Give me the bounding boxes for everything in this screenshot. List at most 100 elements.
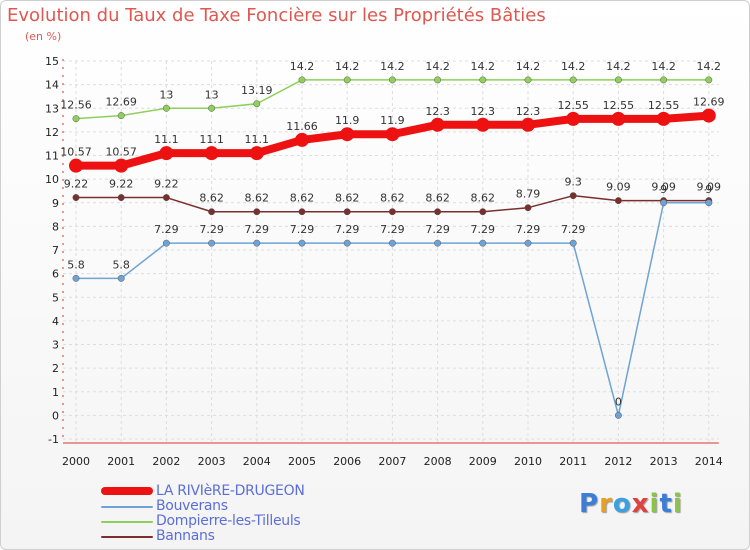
series-bannans [72,192,713,216]
data-label-2-8: 7.29 [425,223,450,236]
y-tick-label-8: 7 [52,244,59,257]
data-point-1-5 [298,208,306,216]
data-point-2-12 [614,411,622,419]
data-label-3-12: 12.55 [603,99,635,112]
x-tick-label-13: 2013 [650,455,678,468]
data-label-0-4: 13.19 [241,84,273,97]
data-point-2-0 [72,274,80,282]
logo-letter: i [649,489,660,519]
x-tick-label-0: 2000 [62,455,90,468]
data-point-2-7 [388,239,396,247]
data-label-3-1: 10.57 [105,146,137,159]
data-label-0-0: 12.56 [60,99,92,112]
data-label-3-2: 11.1 [154,133,179,146]
logo-letter: i [672,489,683,519]
data-label-3-11: 12.55 [557,99,589,112]
data-label-0-11: 14.2 [561,60,586,73]
data-label-1-9: 8.62 [471,192,496,205]
data-label-3-5: 11.66 [286,120,318,133]
data-label-0-7: 14.2 [380,60,405,73]
data-label-3-4: 11.1 [245,133,270,146]
y-tick-label-1: 0 [52,409,59,422]
y-tick-label-14: 13 [45,102,59,115]
data-label-2-3: 7.29 [199,223,224,236]
data-label-2-1: 5.8 [112,258,130,271]
data-label-1-11: 9.3 [564,176,582,189]
data-label-3-13: 12.55 [648,99,680,112]
data-point-3-11 [566,111,581,126]
logo-letter: r [599,489,613,519]
y-tick-label-9: 8 [52,220,59,233]
data-label-0-3: 13 [205,88,219,101]
data-label-1-7: 8.62 [380,192,405,205]
data-point-0-3 [208,104,216,112]
data-point-0-12 [614,76,622,84]
data-label-2-12: 0 [615,395,622,408]
legend-label: Dompierre-les-Tilleuls [156,513,301,529]
logo-letter: o [612,489,632,519]
data-point-3-0 [69,158,83,173]
data-label-0-14: 14.2 [697,60,722,73]
data-point-2-8 [434,239,442,247]
legend-swatch [101,536,153,538]
data-label-1-14: 9.09 [697,181,722,194]
data-label-0-12: 14.2 [606,60,631,73]
data-label-0-1: 12.69 [105,96,137,109]
data-point-0-14 [705,76,713,84]
data-label-2-13: 9 [660,183,667,196]
y-tick-label-0: -1 [48,433,59,446]
x-tick-label-3: 2003 [198,455,226,468]
data-point-3-9 [475,117,490,132]
data-label-1-13: 9.09 [651,181,676,194]
y-tick-label-2: 1 [52,386,59,399]
data-point-3-14 [701,108,716,123]
y-tick-label-10: 9 [52,197,59,210]
x-tick-label-5: 2005 [288,455,316,468]
y-tick-label-7: 6 [52,268,59,281]
data-point-3-12 [611,111,626,126]
logo-letter: P [579,489,600,519]
data-point-2-10 [524,239,532,247]
data-label-3-7: 11.9 [380,114,405,127]
data-point-0-9 [479,76,487,84]
data-point-3-10 [521,117,535,132]
data-label-2-11: 7.29 [561,223,586,236]
data-point-2-14 [705,199,713,207]
data-point-0-8 [434,76,442,84]
legend-swatch [101,487,153,495]
data-point-1-6 [343,208,351,216]
data-point-3-8 [430,117,445,132]
data-label-1-12: 9.09 [606,181,631,194]
data-point-2-6 [343,239,351,247]
data-label-2-14: 9 [705,183,712,196]
data-label-3-3: 11.1 [199,133,224,146]
data-point-0-6 [343,76,351,84]
data-point-1-7 [388,208,396,216]
data-label-2-9: 7.29 [471,223,496,236]
data-point-3-6 [340,127,355,142]
data-label-0-9: 14.2 [471,60,496,73]
data-point-1-0 [72,194,80,202]
data-point-3-3 [204,146,219,161]
data-label-1-6: 8.62 [335,192,360,205]
y-tick-label-5: 4 [52,315,59,328]
y-tick-label-6: 5 [52,291,59,304]
data-point-3-2 [159,146,174,161]
series-bouverans [72,199,713,419]
chart-title: Evolution du Taux de Taxe Foncière sur l… [7,5,546,26]
data-label-2-0: 5.8 [67,258,85,271]
data-point-0-7 [388,76,396,84]
logo-letter: x [631,489,650,519]
data-point-2-13 [660,199,668,207]
data-label-1-4: 8.62 [245,192,270,205]
data-label-1-1: 9.22 [109,178,134,191]
data-label-3-9: 12.3 [471,105,496,118]
data-label-0-2: 13 [159,88,173,101]
data-label-3-6: 11.9 [335,114,360,127]
data-point-2-3 [208,239,216,247]
data-point-2-1 [117,274,125,282]
data-point-0-4 [253,100,261,108]
data-point-0-1 [117,112,125,120]
y-tick-label-11: 10 [45,173,59,186]
